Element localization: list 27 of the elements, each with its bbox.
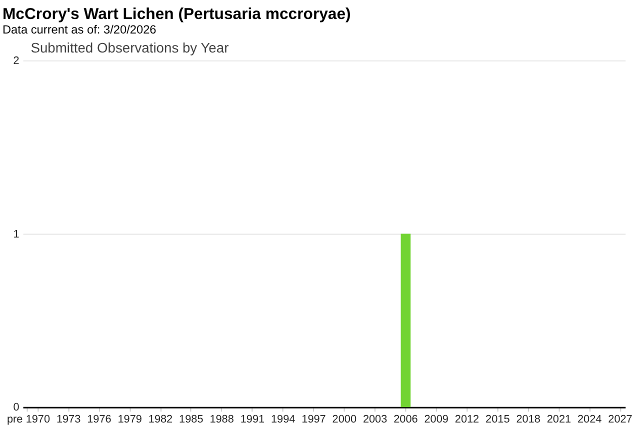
- x-tick-label: 2015: [486, 414, 510, 426]
- x-tick-label: 1994: [270, 414, 296, 426]
- x-tick-label: 2018: [516, 414, 540, 426]
- x-tick-label: 2003: [362, 414, 388, 426]
- x-tick-label: 2009: [424, 414, 448, 426]
- x-tick-label: 1985: [179, 414, 204, 426]
- x-tick-label: 2021: [546, 414, 572, 426]
- x-tick-label: 2012: [454, 414, 480, 426]
- text: Submitted Observations by Year: [30, 40, 230, 56]
- y-tick-label: 0: [13, 402, 20, 414]
- x-tick-label: 1982: [148, 414, 173, 426]
- x-tick-label: 2027: [608, 414, 632, 426]
- x-tick-label: 2024: [577, 414, 602, 426]
- y-tick-label: 1: [13, 228, 20, 240]
- x-tick-label: 1979: [118, 414, 142, 426]
- x-tick-label: 1988: [210, 414, 234, 426]
- x-tick-label: 1976: [87, 414, 112, 426]
- x-tick-label: 1991: [240, 414, 265, 426]
- chart-title: McCrory's Wart Lichen (Pertusaria mccroryae): [2, 6, 351, 23]
- x-tick-label: 2000: [332, 414, 356, 426]
- x-tick-label: 1970: [26, 414, 50, 426]
- x-tick-label: pre: [6, 414, 23, 426]
- x-tick-label: 1973: [56, 414, 81, 426]
- x-tick-label: 1997: [302, 414, 326, 426]
- x-tick-label: 2006: [394, 414, 418, 426]
- y-tick-label: 2: [13, 54, 20, 67]
- chart-subtitle: Data current as of: 3/20/2026: [2, 22, 157, 37]
